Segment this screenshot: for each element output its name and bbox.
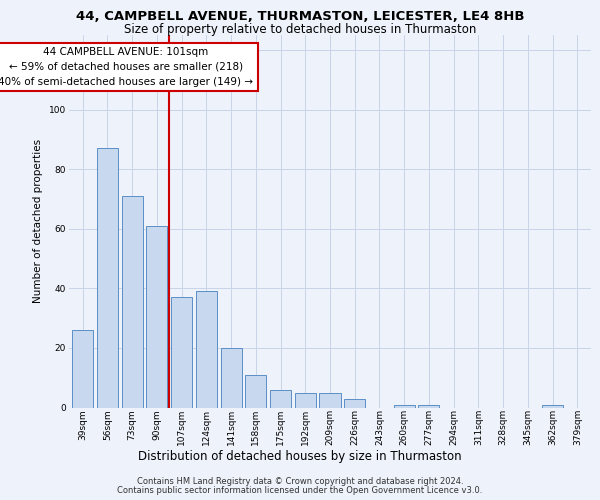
Text: Size of property relative to detached houses in Thurmaston: Size of property relative to detached ho… bbox=[124, 22, 476, 36]
Bar bbox=[122, 196, 143, 408]
Y-axis label: Number of detached properties: Number of detached properties bbox=[34, 139, 43, 304]
Bar bbox=[245, 374, 266, 408]
Bar bbox=[171, 297, 192, 408]
Bar bbox=[295, 392, 316, 407]
Bar bbox=[146, 226, 167, 408]
Bar bbox=[97, 148, 118, 407]
Bar bbox=[542, 404, 563, 407]
Text: 44, CAMPBELL AVENUE, THURMASTON, LEICESTER, LE4 8HB: 44, CAMPBELL AVENUE, THURMASTON, LEICEST… bbox=[76, 10, 524, 23]
Text: Contains public sector information licensed under the Open Government Licence v3: Contains public sector information licen… bbox=[118, 486, 482, 495]
Bar bbox=[319, 392, 341, 407]
Bar bbox=[344, 398, 365, 407]
Bar bbox=[196, 292, 217, 408]
Bar bbox=[418, 404, 439, 407]
Bar bbox=[221, 348, 242, 408]
Text: 44 CAMPBELL AVENUE: 101sqm
← 59% of detached houses are smaller (218)
40% of sem: 44 CAMPBELL AVENUE: 101sqm ← 59% of deta… bbox=[0, 47, 253, 86]
Bar bbox=[72, 330, 93, 407]
Bar bbox=[394, 404, 415, 407]
Bar bbox=[270, 390, 291, 407]
Text: Contains HM Land Registry data © Crown copyright and database right 2024.: Contains HM Land Registry data © Crown c… bbox=[137, 477, 463, 486]
Text: Distribution of detached houses by size in Thurmaston: Distribution of detached houses by size … bbox=[138, 450, 462, 463]
